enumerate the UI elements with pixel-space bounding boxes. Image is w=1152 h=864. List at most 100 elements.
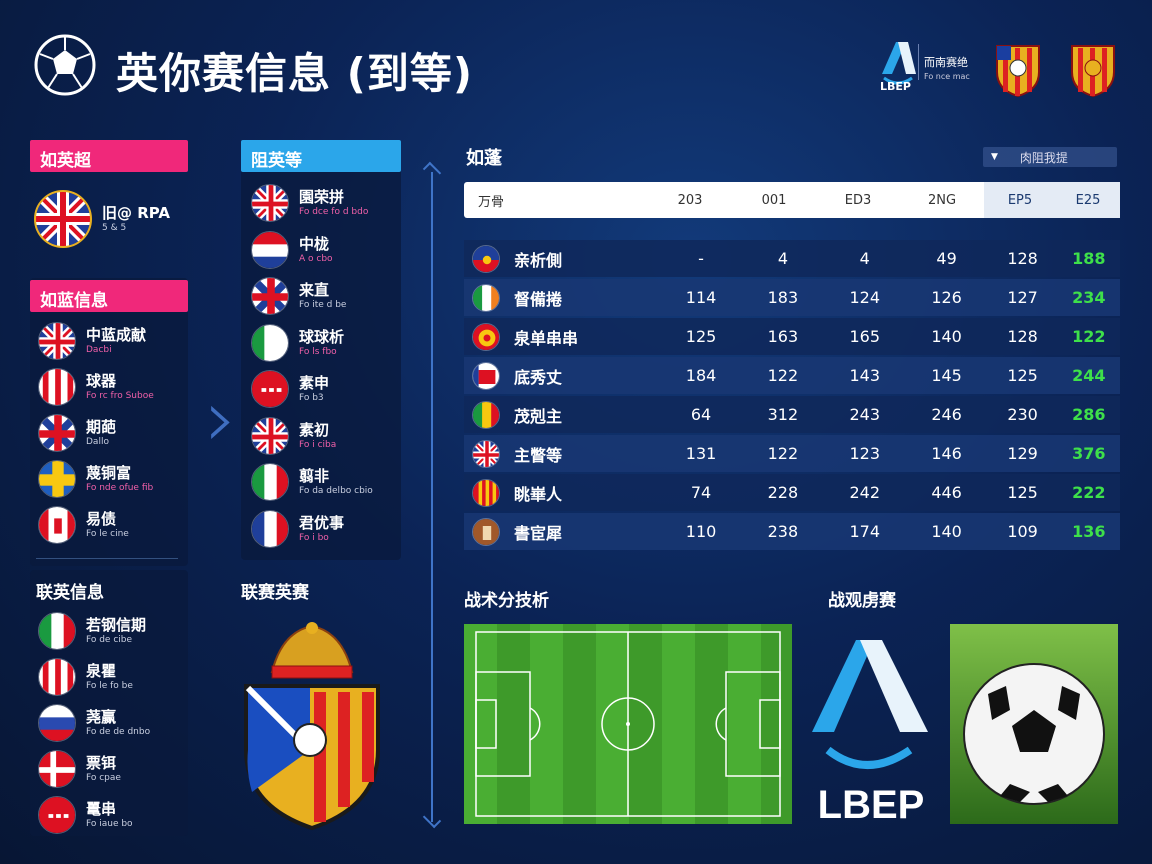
table-row[interactable]: 茂剋主 64 312 243 246 230 286 xyxy=(464,396,1120,433)
team-name: 眺崋人 xyxy=(514,484,563,504)
list-item[interactable]: 荛赢 Fo de de dnbo xyxy=(38,704,150,742)
list-item-sub: Dacbi xyxy=(86,345,112,355)
tab-mid[interactable]: 阻英等 xyxy=(241,140,401,172)
uk-flag-icon xyxy=(34,190,92,248)
team-name: 泉单串串 xyxy=(514,328,579,348)
flag-icon xyxy=(38,460,76,498)
list-item-name: 期葩 xyxy=(86,418,117,436)
table-row[interactable]: 眺崋人 74 228 242 446 125 222 xyxy=(464,474,1120,511)
list-item[interactable]: 園荣拼 Fo dce fo d bdo xyxy=(251,184,368,222)
table-cell: 165 xyxy=(849,327,881,346)
list-item-sub: Fo nde ofue fib xyxy=(86,483,154,493)
list-item-sub: Fo dce fo d bdo xyxy=(299,207,369,217)
list-item[interactable]: 若钢信期 Fo de cibe xyxy=(38,612,146,650)
list-item[interactable]: 素初 Fo i ciba xyxy=(251,416,337,455)
league-info-heading: 联英信息 xyxy=(36,583,104,603)
table-filter-dropdown[interactable]: ▼ 肉阻我提 xyxy=(983,147,1117,167)
header-team[interactable]: 万骨 xyxy=(478,194,505,210)
table-cell: 4 xyxy=(859,249,870,268)
football-pitch-diagram[interactable] xyxy=(464,624,792,824)
table-cell: 246 xyxy=(931,405,962,424)
table-cell: 127 xyxy=(1007,288,1038,307)
list-item-sub: Fo cpae xyxy=(86,773,121,783)
flag-icon xyxy=(38,704,76,742)
flag-icon xyxy=(38,506,76,544)
list-item[interactable]: 中蓝成献 Dacbi xyxy=(38,322,146,360)
league-abbr: LBEP xyxy=(880,80,911,93)
header-col[interactable]: 2NG xyxy=(927,192,957,208)
table-cell: 128 xyxy=(1007,327,1038,346)
flag-icon xyxy=(251,370,289,408)
list-item-sub: Fo rc fro Suboe xyxy=(86,391,154,401)
table-cell: 131 xyxy=(685,444,717,463)
list-item[interactable]: 蔑铜富 Fo nde ofue fib xyxy=(38,460,153,498)
league-logo-icon xyxy=(882,42,916,85)
list-item[interactable]: 期葩 Dallo xyxy=(38,414,116,452)
chevron-right-icon[interactable]: › xyxy=(205,372,237,465)
table-cell: 110 xyxy=(685,522,717,541)
header-col[interactable]: 203 xyxy=(677,192,703,208)
table-row[interactable]: 書宦犀 110 238 174 140 109 136 xyxy=(464,513,1120,550)
table-title: 如蓬 xyxy=(466,148,502,169)
list-item[interactable]: 票铒 Fo cpae xyxy=(38,750,121,788)
table-cell: 109 xyxy=(1007,522,1038,541)
club-crest-icon[interactable] xyxy=(1068,42,1118,98)
table-cell: 122 xyxy=(1072,327,1106,346)
list-item[interactable]: 翦非 Fo da delbo cbio xyxy=(251,463,373,501)
header-col[interactable]: ED3 xyxy=(844,192,872,208)
list-item[interactable]: 鼍串 Fo iaue bo xyxy=(38,796,133,834)
table-cell: 312 xyxy=(767,405,799,424)
list-item-sub: Fo de de dnbo xyxy=(86,727,151,737)
team-flag-icon xyxy=(472,244,500,273)
table-cell: 125 xyxy=(685,327,717,346)
list-item[interactable]: 泉瞿 Fo le fo be xyxy=(38,658,133,696)
list-item-sub: Fo da delbo cbio xyxy=(299,486,373,496)
table-row[interactable]: 泉单串串 125 163 165 140 128 122 xyxy=(464,318,1120,355)
table-cell: 242 xyxy=(849,483,881,502)
list-item-sub: Fo i ciba xyxy=(299,439,337,450)
arrow-up-icon xyxy=(422,161,442,181)
football-photo xyxy=(950,624,1118,824)
list-item-name: 中蓝成献 xyxy=(86,326,147,344)
header-col[interactable]: 001 xyxy=(761,192,787,208)
club-crest-icon[interactable] xyxy=(993,42,1043,98)
list-item[interactable]: 来直 Fo ite d be xyxy=(251,277,346,315)
list-item-sub: Fo b3 xyxy=(299,393,324,403)
mid-section-heading: 联赛英赛 xyxy=(241,583,309,603)
list-item[interactable]: 球球析 Fo ls fbo xyxy=(251,323,344,362)
featured-team[interactable]: 旧@ RPA 5 & 5 xyxy=(34,190,170,248)
flag-icon xyxy=(38,368,76,406)
table-row[interactable]: 主瞥等 131 122 123 146 129 376 xyxy=(464,435,1120,472)
tab-team-info[interactable]: 如蓝信息 xyxy=(30,280,188,312)
tab-featured[interactable]: 如英超 xyxy=(30,140,188,172)
flag-icon xyxy=(38,796,76,834)
flag-icon xyxy=(251,509,289,548)
flag-icon xyxy=(38,750,76,788)
table-cell: 125 xyxy=(1007,483,1038,502)
list-item[interactable]: 球器 Fo rc fro Suboe xyxy=(38,368,154,406)
list-item-sub: A o cbo xyxy=(299,253,333,264)
team-name: 督備捲 xyxy=(514,289,563,309)
club-crest-large-icon xyxy=(244,622,380,831)
table-cell: 446 xyxy=(931,483,962,502)
flag-icon xyxy=(38,612,76,650)
table-row[interactable]: 督備捲 114 183 124 126 127 234 xyxy=(464,279,1120,316)
team-flag-icon xyxy=(472,400,500,429)
table-cell: 49 xyxy=(936,249,957,268)
list-item[interactable]: 易债 Fo le cine xyxy=(38,506,129,544)
flag-icon xyxy=(251,463,289,501)
list-item[interactable]: 中栊 A o cbo xyxy=(251,230,333,269)
table-row[interactable]: 亲析側 - 4 4 49 128 188 xyxy=(464,240,1120,277)
list-item[interactable]: 素申 Fo b3 xyxy=(251,370,329,408)
table-cell: 234 xyxy=(1072,288,1106,307)
header-col[interactable]: E25 xyxy=(1056,182,1120,218)
table-cell: 64 xyxy=(690,405,712,424)
table-cell: 122 xyxy=(767,366,799,385)
page-title: 英你赛信息 (到等) xyxy=(116,49,474,98)
table-row[interactable]: 底秀丈 184 122 143 145 125 244 xyxy=(464,357,1120,394)
team-name: 亲析側 xyxy=(514,250,563,270)
arrow-down-icon xyxy=(422,809,442,829)
flag-icon xyxy=(251,184,289,222)
list-item[interactable]: 君优事 Fo i bo xyxy=(251,509,344,548)
header-col[interactable]: EP5 xyxy=(984,182,1056,218)
